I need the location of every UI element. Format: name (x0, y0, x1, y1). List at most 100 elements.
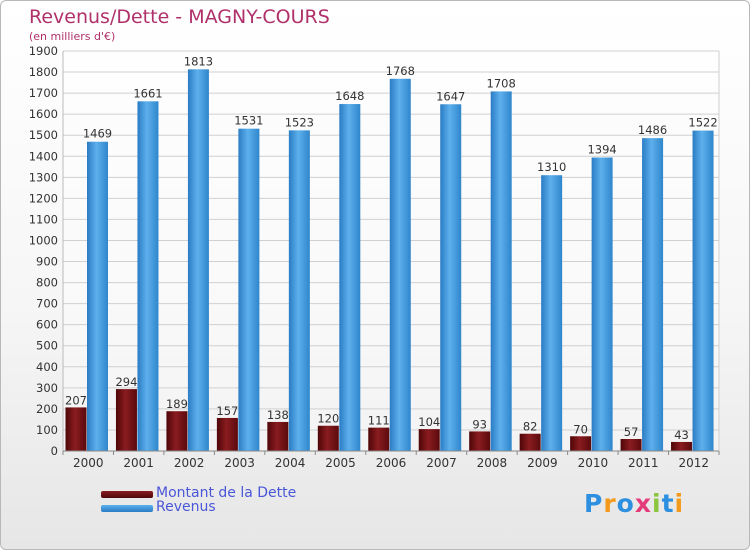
data-label-dette: 93 (472, 417, 487, 431)
y-tick-label: 1200 (29, 191, 58, 205)
data-label-revenus: 1813 (184, 54, 213, 68)
bar-dette (216, 417, 238, 451)
bar-revenus (692, 130, 714, 451)
y-tick-label: 900 (36, 255, 58, 269)
data-label-revenus: 1486 (638, 123, 667, 137)
chart-subtitle: (en milliers d'€) (29, 30, 116, 43)
data-label-dette: 104 (418, 415, 440, 429)
proxiti-logo: Proxiti (584, 489, 684, 518)
y-tick-label: 1700 (29, 86, 58, 100)
bar-revenus (288, 130, 310, 452)
y-tick-label: 1600 (29, 107, 58, 121)
x-tick-label: 2007 (426, 456, 457, 470)
bar-dette (570, 436, 592, 451)
legend-label-revenus: Revenus (156, 499, 216, 515)
data-label-revenus: 1648 (335, 89, 364, 103)
y-tick-label: 1000 (29, 233, 58, 247)
legend-swatch-revenus (101, 505, 153, 512)
data-label-revenus: 1522 (688, 116, 717, 130)
y-tick-label: 1400 (29, 149, 58, 163)
y-tick-label: 1100 (29, 212, 58, 226)
bar-dette (166, 411, 188, 451)
x-tick-label: 2000 (73, 456, 104, 470)
chart-title: Revenus/Dette - MAGNY-COURS (29, 6, 330, 28)
x-tick-label: 2008 (477, 456, 508, 470)
data-label-dette: 138 (267, 408, 289, 422)
bar-revenus (187, 69, 209, 451)
legend-swatch-dette (101, 491, 153, 498)
y-tick-label: 1500 (29, 128, 58, 142)
bar-revenus (490, 91, 512, 451)
bar-revenus (137, 101, 159, 451)
x-tick-label: 2012 (678, 456, 709, 470)
y-tick-label: 300 (36, 381, 58, 395)
data-label-dette: 43 (674, 428, 689, 442)
data-label-dette: 57 (624, 425, 639, 439)
data-label-dette: 157 (216, 404, 238, 418)
data-label-dette: 111 (368, 414, 390, 428)
y-tick-label: 400 (36, 360, 58, 374)
logo-letter: x (634, 489, 652, 518)
bar-revenus (389, 78, 411, 451)
x-tick-label: 2011 (628, 456, 659, 470)
y-tick-label: 800 (36, 276, 58, 290)
bar-dette (115, 389, 137, 451)
bar-revenus (541, 175, 563, 452)
x-tick-label: 2010 (578, 456, 609, 470)
data-label-dette: 120 (317, 412, 339, 426)
data-label-revenus: 1394 (587, 143, 616, 157)
y-tick-label: 200 (36, 402, 58, 416)
x-tick-label: 2009 (527, 456, 558, 470)
bar-dette (469, 431, 491, 451)
bar-dette (418, 429, 440, 451)
y-tick-label: 700 (36, 297, 58, 311)
y-tick-label: 1300 (29, 170, 58, 184)
x-tick-label: 2001 (123, 456, 154, 470)
x-tick-label: 2006 (376, 456, 407, 470)
bar-revenus (87, 141, 108, 451)
y-tick-label: 1800 (29, 65, 58, 79)
y-tick-label: 100 (36, 423, 58, 437)
x-tick-label: 2004 (275, 456, 306, 470)
logo-letter: t (661, 489, 675, 518)
logo-letter: i (652, 489, 662, 518)
legend-label-dette: Montant de la Dette (156, 485, 297, 501)
x-tick-label: 2002 (174, 456, 205, 470)
logo-letter: i (674, 489, 685, 518)
data-label-dette: 207 (65, 393, 87, 407)
bar-dette (620, 439, 642, 451)
y-tick-label: 600 (36, 318, 58, 332)
data-label-revenus: 1661 (133, 86, 162, 100)
bar-dette (671, 441, 693, 451)
x-tick-label: 2003 (224, 456, 255, 470)
data-label-revenus: 1647 (436, 89, 465, 103)
data-label-revenus: 1531 (234, 114, 263, 128)
logo-letter: P (584, 489, 604, 518)
bar-dette (267, 421, 289, 451)
x-tick-label: 2005 (325, 456, 356, 470)
logo-letter: r (603, 489, 617, 518)
bar-dette (519, 433, 541, 451)
y-tick-label: 0 (51, 444, 58, 458)
data-label-revenus: 1469 (83, 127, 112, 141)
logo-letter: o (616, 489, 635, 518)
bar-revenus (591, 157, 613, 452)
data-label-revenus: 1768 (386, 64, 415, 78)
bar-dette (317, 425, 339, 451)
data-label-revenus: 1708 (487, 76, 516, 90)
data-label-dette: 189 (166, 397, 188, 411)
bar-revenus (339, 104, 361, 451)
bar-dette (368, 427, 390, 451)
data-label-dette: 294 (115, 375, 137, 389)
y-tick-label: 500 (36, 339, 58, 353)
data-label-dette: 70 (573, 422, 588, 436)
data-label-revenus: 1310 (537, 160, 566, 174)
bar-revenus (440, 104, 462, 452)
data-label-dette: 82 (523, 420, 538, 434)
bar-revenus (642, 138, 664, 451)
y-tick-label: 1900 (29, 44, 58, 58)
bar-dette (65, 407, 87, 451)
data-label-revenus: 1523 (285, 115, 314, 129)
